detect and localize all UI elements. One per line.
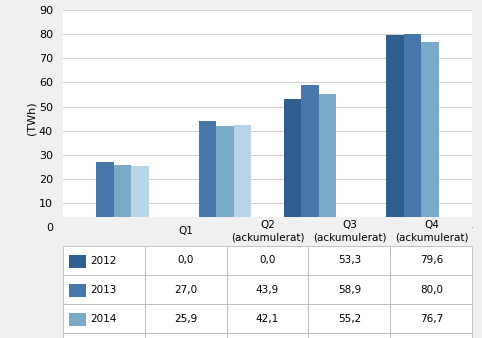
Text: 2014: 2014 bbox=[90, 314, 116, 324]
Bar bbox=[131, 166, 148, 227]
Y-axis label: (TWh): (TWh) bbox=[26, 102, 36, 136]
Bar bbox=[387, 35, 404, 227]
Bar bbox=[216, 126, 234, 227]
Bar bbox=[319, 94, 336, 227]
Bar bbox=[199, 121, 216, 227]
Bar bbox=[421, 42, 439, 227]
Bar bbox=[301, 85, 319, 227]
Bar bbox=[234, 125, 251, 227]
Bar bbox=[96, 162, 114, 227]
Text: 2012: 2012 bbox=[90, 256, 116, 266]
Text: 2013: 2013 bbox=[90, 285, 116, 295]
Bar bbox=[284, 99, 301, 227]
Bar bbox=[114, 165, 131, 227]
Bar bbox=[404, 34, 421, 227]
